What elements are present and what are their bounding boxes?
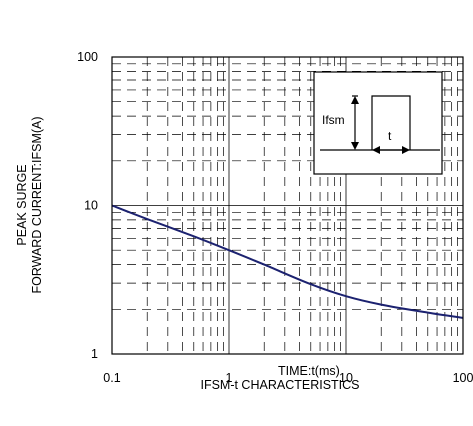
inset-pulse [371, 95, 411, 150]
y-axis-label-line2: FORWARD CURRENT:IFSM(A) [30, 116, 44, 294]
inset-box [313, 71, 443, 175]
y-tick-label: 100 [77, 50, 98, 64]
ifsm-series-line [111, 204, 464, 319]
inset-arrow-down-head [351, 142, 359, 150]
series-layer [111, 204, 464, 319]
y-axis-label-line1: PEAK SURGE [15, 164, 29, 246]
x-tick-labels: 0.1 1 10 100 [103, 371, 473, 385]
y-tick-labels: 1 10 100 [77, 50, 98, 361]
inset-arrow-left-head [372, 146, 380, 154]
inset-arrow-right-head [402, 146, 410, 154]
inset-t-label: t [388, 129, 392, 143]
chart-caption: IFSM-t CHARACTERISTICS [200, 378, 360, 392]
x-tick-label: 100 [453, 371, 473, 385]
plot-frame [111, 56, 464, 355]
pulse-inset: Ifsm t [313, 71, 443, 175]
y-tick-label: 10 [84, 199, 98, 213]
y-axis-label: PEAK SURGE FORWARD CURRENT:IFSM(A) [0, 0, 60, 426]
inset-arrow-up-head [351, 96, 359, 104]
x-tick-label: 0.1 [103, 371, 120, 385]
y-tick-label: 1 [91, 347, 98, 361]
inset-ifsm-label: Ifsm [322, 113, 345, 127]
x-tick-label: 1 [226, 371, 233, 385]
x-axis-label: TIME:t(ms) [278, 364, 340, 378]
x-tick-label: 10 [339, 371, 353, 385]
